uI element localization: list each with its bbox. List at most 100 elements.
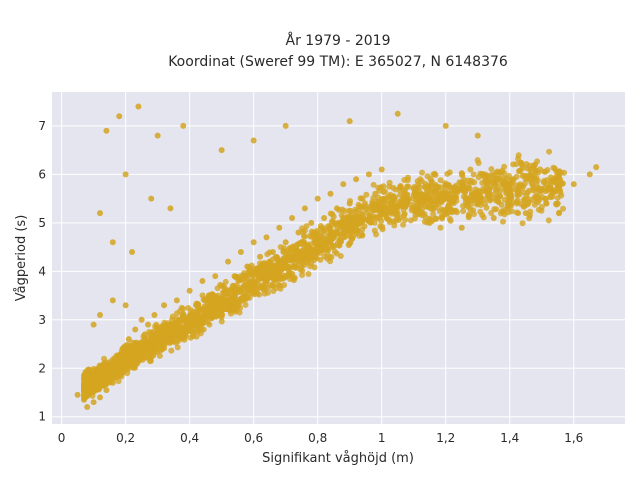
scatter-point bbox=[490, 177, 497, 184]
scatter-point bbox=[277, 244, 284, 251]
scatter-point bbox=[176, 332, 183, 339]
scatter-point bbox=[292, 248, 299, 255]
scatter-point bbox=[154, 132, 161, 139]
scatter-point bbox=[275, 264, 282, 271]
y-tick-label: 1 bbox=[38, 410, 46, 424]
scatter-point bbox=[402, 203, 409, 210]
scatter-point bbox=[426, 219, 433, 226]
scatter-point bbox=[383, 215, 390, 222]
scatter-point bbox=[484, 172, 491, 179]
scatter-point bbox=[262, 278, 269, 285]
scatter-point bbox=[330, 213, 337, 220]
scatter-point bbox=[534, 158, 541, 165]
scatter-point bbox=[470, 196, 477, 203]
scatter-point bbox=[198, 320, 205, 327]
scatter-point bbox=[465, 211, 472, 218]
x-tick-label: 1,6 bbox=[564, 431, 583, 445]
scatter-point bbox=[282, 122, 289, 129]
scatter-point bbox=[133, 345, 140, 352]
scatter-point bbox=[370, 181, 377, 188]
scatter-point bbox=[177, 320, 184, 327]
scatter-point bbox=[158, 336, 165, 343]
scatter-point bbox=[171, 338, 178, 345]
scatter-point bbox=[371, 227, 378, 234]
scatter-point bbox=[341, 234, 348, 241]
scatter-point bbox=[272, 277, 279, 284]
scatter-point bbox=[257, 253, 264, 260]
scatter-point bbox=[416, 191, 423, 198]
scatter-point bbox=[237, 288, 244, 295]
scatter-point bbox=[593, 164, 600, 171]
scatter-point bbox=[314, 195, 321, 202]
scatter-point bbox=[268, 268, 275, 275]
scatter-point bbox=[490, 215, 497, 222]
scatter-point bbox=[303, 223, 310, 230]
scatter-point bbox=[515, 210, 522, 217]
x-tick-label: 0,2 bbox=[116, 431, 135, 445]
scatter-point bbox=[193, 302, 200, 309]
scatter-point bbox=[230, 282, 237, 289]
scatter-point bbox=[396, 186, 403, 193]
scatter-point bbox=[417, 210, 424, 217]
scatter-point bbox=[474, 157, 481, 164]
scatter-point bbox=[260, 270, 267, 277]
scatter-point bbox=[474, 200, 481, 207]
scatter-point bbox=[299, 267, 306, 274]
scatter-point bbox=[415, 203, 422, 210]
scatter-point bbox=[148, 195, 155, 202]
scatter-point bbox=[525, 187, 532, 194]
scatter-point bbox=[146, 348, 153, 355]
scatter-point bbox=[515, 155, 522, 162]
scatter-point bbox=[199, 307, 206, 314]
scatter-point bbox=[483, 204, 490, 211]
scatter-point bbox=[553, 168, 560, 175]
scatter-point bbox=[82, 370, 89, 377]
scatter-point bbox=[474, 132, 481, 139]
x-tick-label: 0,6 bbox=[244, 431, 263, 445]
scatter-point bbox=[135, 103, 142, 110]
scatter-point bbox=[258, 263, 265, 270]
scatter-point bbox=[141, 336, 148, 343]
scatter-point bbox=[276, 224, 283, 231]
scatter-point bbox=[292, 264, 299, 271]
scatter-point bbox=[341, 207, 348, 214]
scatter-point bbox=[441, 211, 448, 218]
scatter-point bbox=[222, 278, 229, 285]
scatter-point bbox=[87, 389, 94, 396]
scatter-point bbox=[462, 187, 469, 194]
scatter-point bbox=[100, 374, 107, 381]
scatter-point bbox=[294, 242, 301, 249]
scatter-point bbox=[125, 336, 132, 343]
scatter-point bbox=[250, 137, 257, 144]
scatter-point bbox=[506, 190, 513, 197]
scatter-point bbox=[431, 170, 438, 177]
scatter-point bbox=[377, 223, 384, 230]
scatter-point bbox=[249, 290, 256, 297]
scatter-point bbox=[299, 225, 306, 232]
scatter-point bbox=[159, 345, 166, 352]
scatter-point bbox=[470, 171, 477, 178]
scatter-point bbox=[364, 205, 371, 212]
y-tick-label: 4 bbox=[38, 264, 46, 278]
scatter-point bbox=[446, 169, 453, 176]
scatter-point bbox=[365, 171, 372, 178]
scatter-point bbox=[382, 188, 389, 195]
scatter-point bbox=[287, 257, 294, 264]
scatter-point bbox=[422, 190, 429, 197]
scatter-point bbox=[97, 210, 104, 217]
scatter-point bbox=[378, 166, 385, 173]
scatter-point bbox=[301, 205, 308, 212]
scatter-point bbox=[437, 224, 444, 231]
scatter-point bbox=[433, 198, 440, 205]
scatter-point bbox=[151, 311, 158, 318]
scatter-point bbox=[538, 185, 545, 192]
y-axis-ticks: 1 2 3 4 5 6 7 bbox=[38, 119, 46, 424]
scatter-point bbox=[225, 258, 232, 265]
scatter-point bbox=[459, 172, 466, 179]
scatter-point bbox=[96, 362, 103, 369]
scatter-point bbox=[524, 165, 531, 172]
scatter-point bbox=[186, 312, 193, 319]
scatter-point bbox=[305, 271, 312, 278]
scatter-point bbox=[248, 285, 255, 292]
scatter-point bbox=[185, 304, 192, 311]
